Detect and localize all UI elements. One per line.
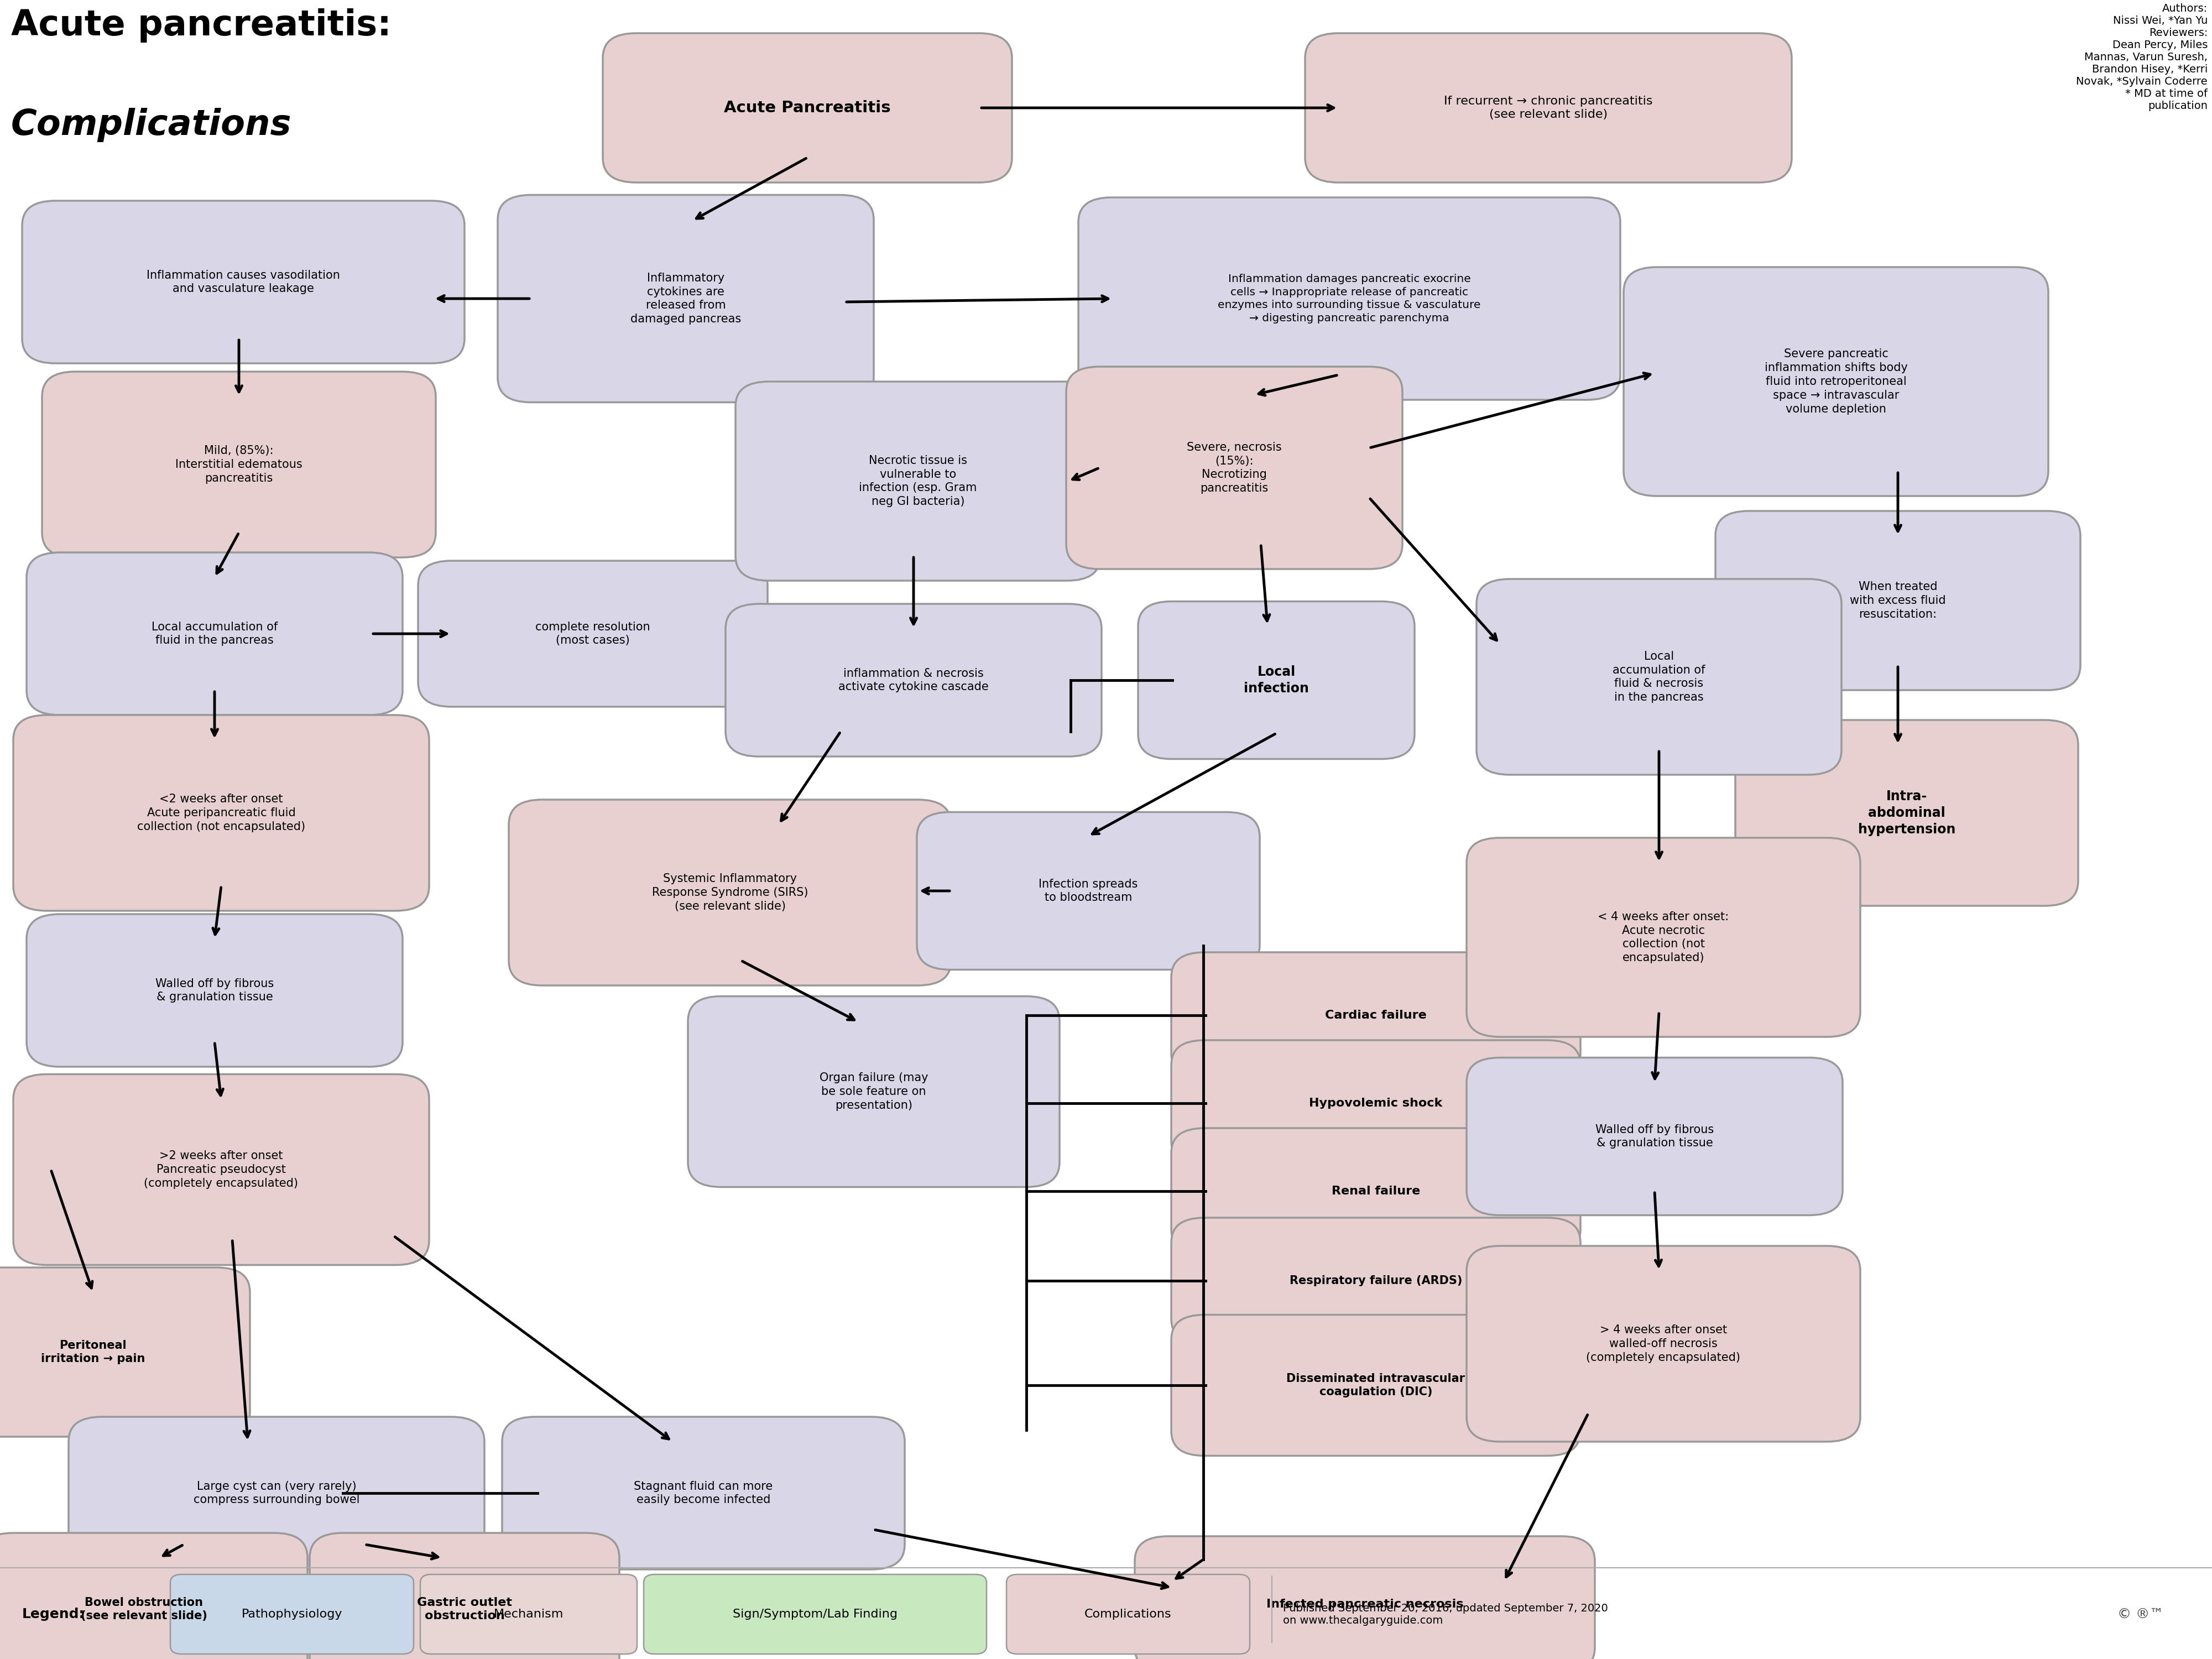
FancyBboxPatch shape (726, 604, 1102, 757)
FancyBboxPatch shape (22, 201, 465, 363)
Text: Cardiac failure: Cardiac failure (1325, 1010, 1427, 1020)
Text: Local accumulation of
fluid in the pancreas: Local accumulation of fluid in the pancr… (150, 622, 279, 645)
Text: Acute Pancreatitis: Acute Pancreatitis (723, 100, 891, 116)
FancyBboxPatch shape (918, 813, 1261, 969)
FancyBboxPatch shape (69, 1417, 484, 1569)
Text: Complications: Complications (1084, 1609, 1172, 1619)
Text: Mechanism: Mechanism (493, 1609, 564, 1619)
Text: Complications: Complications (11, 108, 292, 143)
FancyBboxPatch shape (1077, 197, 1619, 400)
FancyBboxPatch shape (1172, 1314, 1579, 1457)
Text: © ®™: © ®™ (2117, 1608, 2163, 1621)
Text: Legend:: Legend: (22, 1608, 84, 1621)
FancyBboxPatch shape (688, 995, 1060, 1188)
FancyBboxPatch shape (1135, 1536, 1595, 1659)
Text: Inflammation damages pancreatic exocrine
cells → Inappropriate release of pancre: Inflammation damages pancreatic exocrine… (1219, 274, 1480, 324)
Text: Infection spreads
to bloodstream: Infection spreads to bloodstream (1040, 879, 1137, 902)
Text: Inflammatory
cytokines are
released from
damaged pancreas: Inflammatory cytokines are released from… (630, 272, 741, 325)
Text: Sign/Symptom/Lab Finding: Sign/Symptom/Lab Finding (732, 1609, 898, 1619)
Text: When treated
with excess fluid
resuscitation:: When treated with excess fluid resuscita… (1849, 581, 1947, 620)
FancyBboxPatch shape (1467, 838, 1860, 1037)
Text: Inflammation causes vasodilation
and vasculature leakage: Inflammation causes vasodilation and vas… (146, 270, 341, 294)
FancyBboxPatch shape (734, 382, 1099, 581)
FancyBboxPatch shape (1172, 1218, 1579, 1344)
Text: Peritoneal
irritation → pain: Peritoneal irritation → pain (40, 1340, 146, 1364)
FancyBboxPatch shape (13, 715, 429, 911)
FancyBboxPatch shape (1467, 1246, 1860, 1442)
FancyBboxPatch shape (644, 1574, 987, 1654)
FancyBboxPatch shape (418, 561, 768, 707)
Text: Severe pancreatic
inflammation shifts body
fluid into retroperitoneal
space → in: Severe pancreatic inflammation shifts bo… (1765, 348, 1907, 415)
Text: Walled off by fibrous
& granulation tissue: Walled off by fibrous & granulation tiss… (1595, 1125, 1714, 1148)
Text: If recurrent → chronic pancreatitis
(see relevant slide): If recurrent → chronic pancreatitis (see… (1444, 96, 1652, 119)
FancyBboxPatch shape (13, 1075, 429, 1264)
Text: Local
infection: Local infection (1243, 665, 1310, 695)
Text: Acute pancreatitis:: Acute pancreatitis: (11, 8, 392, 43)
Text: < 4 weeks after onset:
Acute necrotic
collection (not
encapsulated): < 4 weeks after onset: Acute necrotic co… (1597, 911, 1730, 964)
Text: Hypovolemic shock: Hypovolemic shock (1310, 1098, 1442, 1108)
Text: Organ failure (may
be sole feature on
presentation): Organ failure (may be sole feature on pr… (818, 1072, 929, 1112)
Text: Mild, (85%):
Interstitial edematous
pancreatitis: Mild, (85%): Interstitial edematous panc… (175, 445, 303, 484)
FancyBboxPatch shape (602, 33, 1011, 182)
Text: Intra-
abdominal
hypertension: Intra- abdominal hypertension (1858, 790, 1955, 836)
Text: > 4 weeks after onset
walled-off necrosis
(completely encapsulated): > 4 weeks after onset walled-off necrosi… (1586, 1324, 1741, 1364)
Text: Infected pancreatic necrosis: Infected pancreatic necrosis (1265, 1599, 1464, 1609)
FancyBboxPatch shape (310, 1533, 619, 1659)
Text: inflammation & necrosis
activate cytokine cascade: inflammation & necrosis activate cytokin… (838, 669, 989, 692)
FancyBboxPatch shape (42, 372, 436, 557)
Text: Local
accumulation of
fluid & necrosis
in the pancreas: Local accumulation of fluid & necrosis i… (1613, 650, 1705, 703)
Text: Disseminated intravascular
coagulation (DIC): Disseminated intravascular coagulation (… (1287, 1374, 1464, 1397)
Text: Systemic Inflammatory
Response Syndrome (SIRS)
(see relevant slide): Systemic Inflammatory Response Syndrome … (653, 873, 807, 912)
FancyBboxPatch shape (1137, 602, 1416, 760)
Text: Pathophysiology: Pathophysiology (241, 1609, 343, 1619)
Text: Respiratory failure (ARDS): Respiratory failure (ARDS) (1290, 1276, 1462, 1286)
Text: Gastric outlet
obstruction: Gastric outlet obstruction (416, 1598, 513, 1621)
Text: Large cyst can (very rarely)
compress surrounding bowel: Large cyst can (very rarely) compress su… (192, 1481, 361, 1505)
Text: Necrotic tissue is
vulnerable to
infection (esp. Gram
neg GI bacteria): Necrotic tissue is vulnerable to infecti… (858, 455, 978, 508)
Text: Walled off by fibrous
& granulation tissue: Walled off by fibrous & granulation tiss… (155, 979, 274, 1002)
Text: Authors:
Nissi Wei, *Yan Yu
Reviewers:
Dean Percy, Miles
Mannas, Varun Suresh,
B: Authors: Nissi Wei, *Yan Yu Reviewers: D… (2077, 3, 2208, 111)
FancyBboxPatch shape (1717, 511, 2079, 690)
FancyBboxPatch shape (170, 1574, 414, 1654)
FancyBboxPatch shape (502, 1417, 905, 1569)
Text: Stagnant fluid can more
easily become infected: Stagnant fluid can more easily become in… (635, 1481, 772, 1505)
FancyBboxPatch shape (1734, 720, 2079, 906)
FancyBboxPatch shape (27, 552, 403, 715)
FancyBboxPatch shape (0, 1533, 307, 1659)
FancyBboxPatch shape (1624, 267, 2048, 496)
FancyBboxPatch shape (509, 800, 951, 985)
FancyBboxPatch shape (498, 196, 874, 403)
FancyBboxPatch shape (1478, 579, 1840, 775)
Text: >2 weeks after onset
Pancreatic pseudocyst
(completely encapsulated): >2 weeks after onset Pancreatic pseudocy… (144, 1150, 299, 1190)
Text: Severe, necrosis
(15%):
Necrotizing
pancreatitis: Severe, necrosis (15%): Necrotizing panc… (1188, 441, 1281, 494)
FancyBboxPatch shape (1467, 1058, 1843, 1214)
Text: Renal failure: Renal failure (1332, 1186, 1420, 1196)
Text: <2 weeks after onset
Acute peripancreatic fluid
collection (not encapsulated): <2 weeks after onset Acute peripancreati… (137, 793, 305, 833)
Text: complete resolution
(most cases): complete resolution (most cases) (535, 622, 650, 645)
FancyBboxPatch shape (1006, 1574, 1250, 1654)
FancyBboxPatch shape (1066, 367, 1402, 569)
FancyBboxPatch shape (420, 1574, 637, 1654)
FancyBboxPatch shape (1172, 1040, 1579, 1166)
FancyBboxPatch shape (0, 1267, 250, 1437)
FancyBboxPatch shape (1172, 952, 1579, 1078)
FancyBboxPatch shape (1172, 1128, 1579, 1254)
FancyBboxPatch shape (27, 914, 403, 1067)
Text: Published September 20, 2016, updated September 7, 2020
on www.thecalgaryguide.c: Published September 20, 2016, updated Se… (1283, 1603, 1608, 1626)
FancyBboxPatch shape (1305, 33, 1792, 182)
Text: Bowel obstruction
(see relevant slide): Bowel obstruction (see relevant slide) (80, 1598, 208, 1621)
